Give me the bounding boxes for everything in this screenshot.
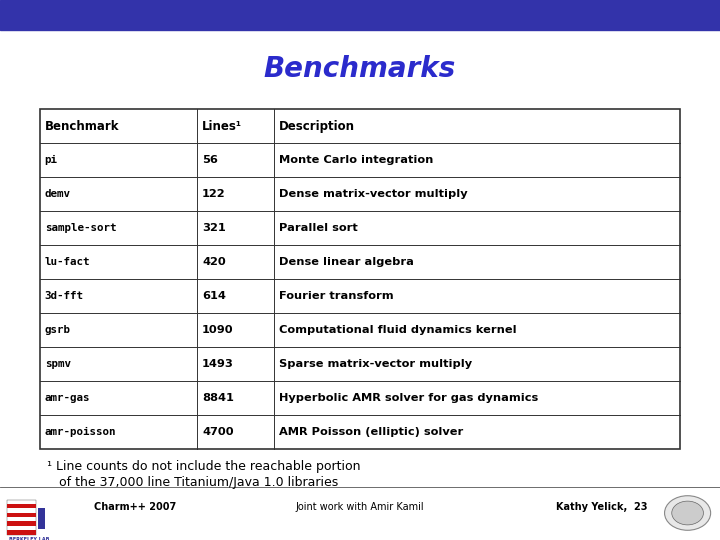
Text: Parallel sort: Parallel sort — [279, 223, 357, 233]
Text: 56: 56 — [202, 155, 218, 165]
Text: AMR Poisson (elliptic) solver: AMR Poisson (elliptic) solver — [279, 427, 463, 437]
Text: 8841: 8841 — [202, 393, 234, 403]
Text: Lines¹: Lines¹ — [202, 119, 242, 133]
Text: 321: 321 — [202, 223, 225, 233]
Text: 4700: 4700 — [202, 427, 233, 437]
Text: 1493: 1493 — [202, 359, 234, 369]
Text: 3d-fft: 3d-fft — [45, 291, 84, 301]
Text: gsrb: gsrb — [45, 325, 71, 335]
Text: Benchmark: Benchmark — [45, 119, 119, 133]
Text: BERKELEY LAB: BERKELEY LAB — [9, 537, 49, 540]
Text: pi: pi — [45, 155, 58, 165]
Text: Sparse matrix-vector multiply: Sparse matrix-vector multiply — [279, 359, 472, 369]
Text: Description: Description — [279, 119, 355, 133]
Text: amr-poisson: amr-poisson — [45, 427, 116, 437]
Text: of the 37,000 line Titanium/Java 1.0 libraries: of the 37,000 line Titanium/Java 1.0 lib… — [47, 476, 338, 489]
Text: 614: 614 — [202, 291, 226, 301]
Text: 420: 420 — [202, 257, 225, 267]
Text: sample-sort: sample-sort — [45, 223, 116, 233]
Text: lu-fact: lu-fact — [45, 257, 90, 267]
Text: Charm++ 2007: Charm++ 2007 — [94, 502, 176, 511]
Text: Dense matrix-vector multiply: Dense matrix-vector multiply — [279, 189, 467, 199]
Text: 1090: 1090 — [202, 325, 233, 335]
Text: ¹ Line counts do not include the reachable portion: ¹ Line counts do not include the reachab… — [47, 460, 360, 473]
Text: 122: 122 — [202, 189, 225, 199]
Text: Fourier transform: Fourier transform — [279, 291, 393, 301]
Text: Monte Carlo integration: Monte Carlo integration — [279, 155, 433, 165]
Text: Dense linear algebra: Dense linear algebra — [279, 257, 413, 267]
Text: spmv: spmv — [45, 359, 71, 369]
Text: Kathy Yelick,  23: Kathy Yelick, 23 — [557, 502, 648, 511]
Text: amr-gas: amr-gas — [45, 393, 90, 403]
Text: Hyperbolic AMR solver for gas dynamics: Hyperbolic AMR solver for gas dynamics — [279, 393, 538, 403]
Text: Benchmarks: Benchmarks — [264, 55, 456, 83]
Text: Joint work with Amir Kamil: Joint work with Amir Kamil — [296, 502, 424, 511]
Text: Computational fluid dynamics kernel: Computational fluid dynamics kernel — [279, 325, 516, 335]
Text: demv: demv — [45, 189, 71, 199]
